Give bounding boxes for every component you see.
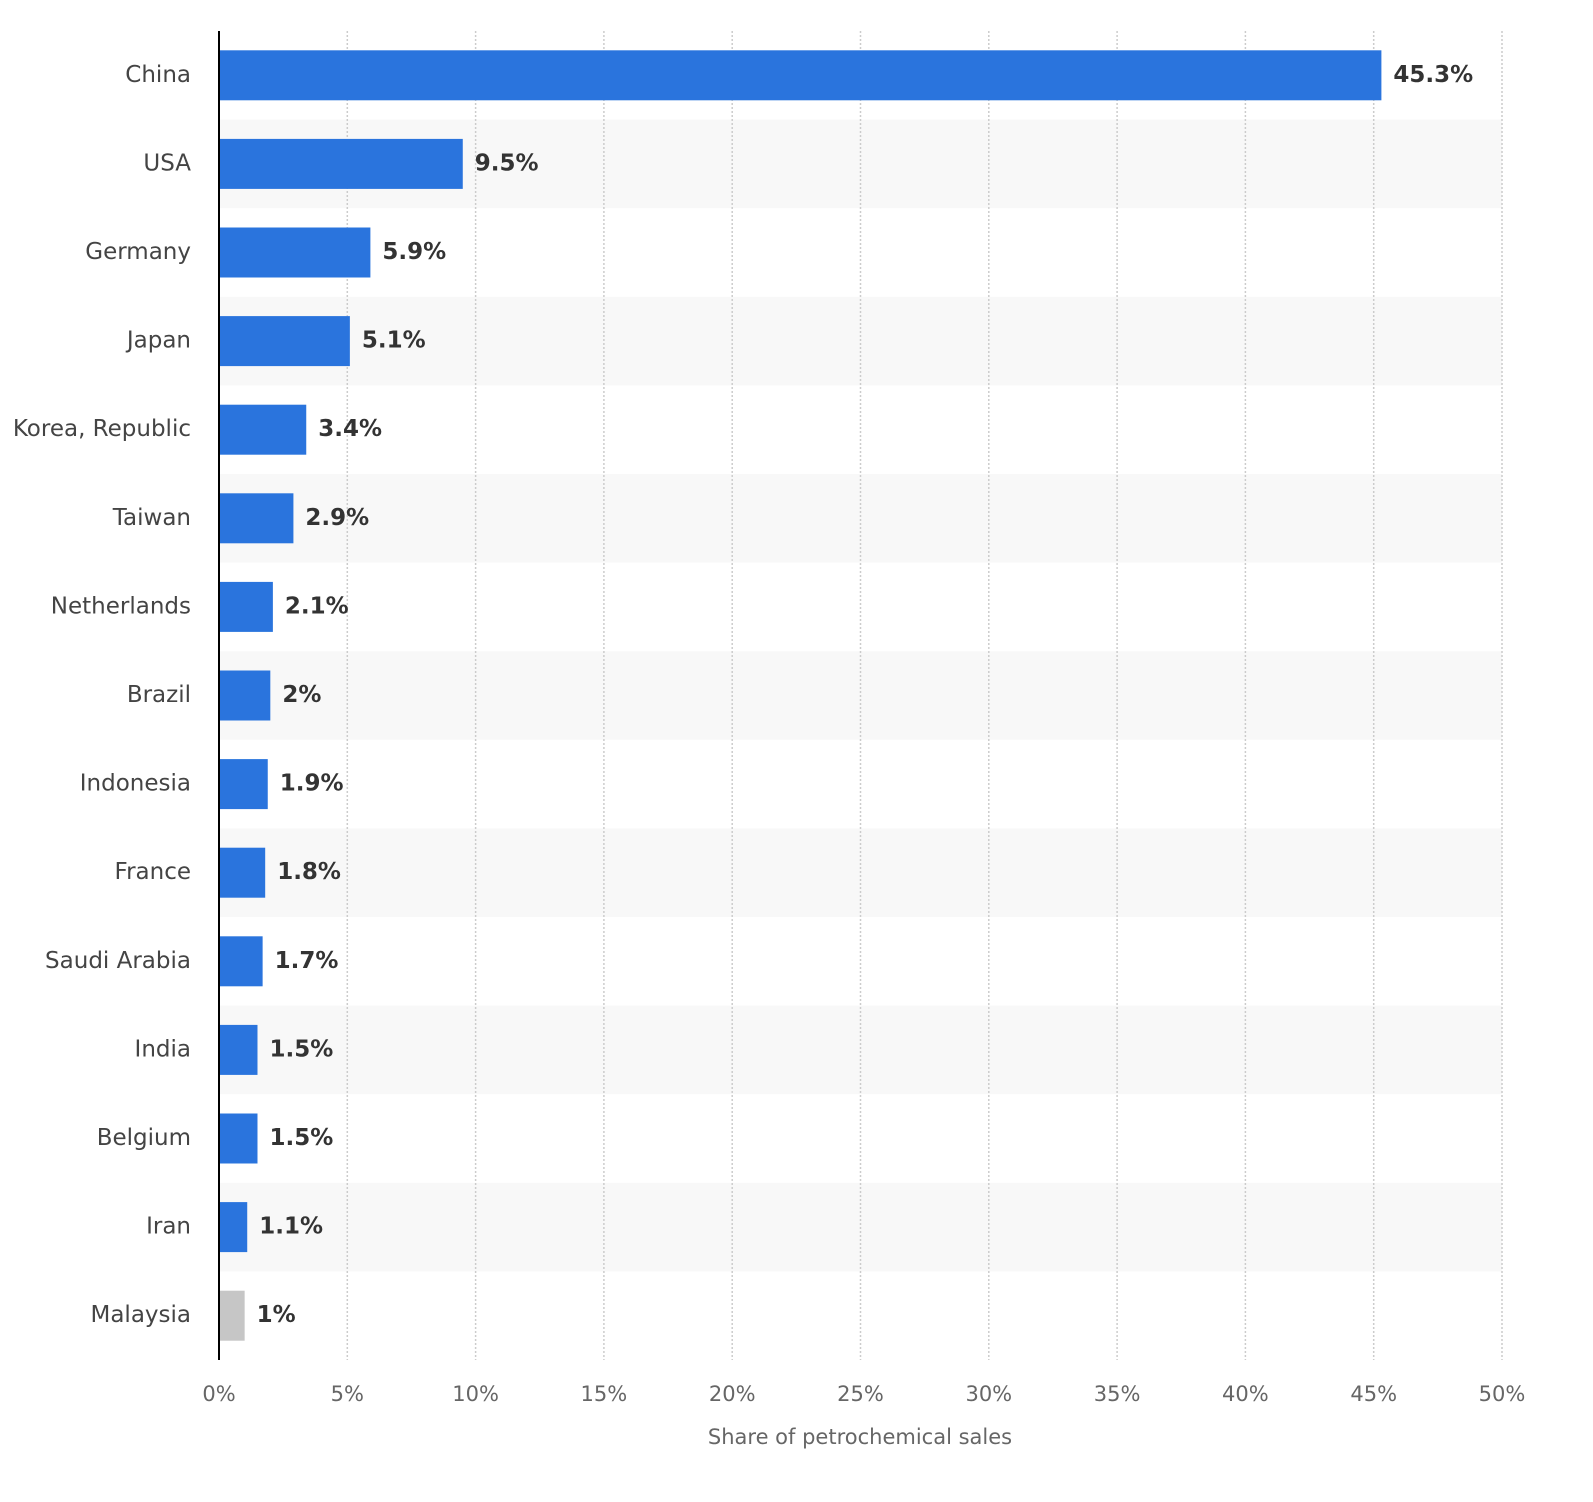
value-label: 1.5% — [269, 1125, 333, 1151]
x-tick-label: 5% — [331, 1382, 364, 1406]
y-tick-label: France — [115, 859, 191, 885]
bar — [219, 138, 463, 189]
bar — [219, 670, 271, 721]
x-tick-label: 30% — [965, 1382, 1012, 1406]
x-tick-label: 0% — [202, 1382, 235, 1406]
bar — [219, 581, 273, 632]
x-axis-title: Share of petrochemical sales — [708, 1425, 1012, 1449]
x-tick-label: 35% — [1094, 1382, 1141, 1406]
value-label: 1% — [257, 1302, 296, 1328]
y-tick-label: USA — [143, 150, 191, 176]
bar — [219, 1113, 258, 1164]
x-tick-label: 40% — [1222, 1382, 1269, 1406]
bar — [219, 227, 371, 278]
bar — [219, 1202, 248, 1253]
value-label: 5.9% — [382, 239, 446, 265]
y-tick-label: Brazil — [127, 682, 191, 708]
value-label: 1.5% — [269, 1036, 333, 1062]
bar — [219, 404, 307, 455]
y-tick-label: India — [135, 1036, 191, 1062]
value-label: 1.9% — [280, 771, 344, 797]
value-label: 2.9% — [305, 505, 369, 531]
value-label: 3.4% — [318, 416, 382, 442]
y-tick-label: Germany — [85, 239, 191, 265]
y-tick-label: Iran — [146, 1214, 191, 1240]
y-tick-label: Indonesia — [80, 771, 191, 797]
value-label: 2% — [282, 682, 321, 708]
bar — [219, 759, 268, 810]
y-tick-label: Taiwan — [112, 505, 191, 531]
bars — [219, 50, 1382, 1341]
bar — [219, 847, 266, 898]
value-label: 1.1% — [259, 1214, 323, 1240]
x-tick-label: 20% — [709, 1382, 756, 1406]
y-tick-label: Saudi Arabia — [45, 948, 191, 974]
x-tick-label: 15% — [581, 1382, 628, 1406]
y-tick-label: China — [125, 62, 191, 88]
value-label: 5.1% — [362, 328, 426, 354]
x-tick-label: 10% — [452, 1382, 499, 1406]
value-label: 1.7% — [275, 948, 339, 974]
value-label: 45.3% — [1393, 62, 1473, 88]
bar — [219, 493, 294, 544]
x-tick-label: 25% — [837, 1382, 884, 1406]
value-label: 2.1% — [285, 593, 349, 619]
bar — [219, 50, 1382, 101]
y-tick-label: Japan — [125, 328, 191, 354]
y-tick-label: Korea, Republic — [13, 416, 191, 442]
y-tick-label: Netherlands — [51, 593, 191, 619]
y-tick-label: Malaysia — [90, 1302, 191, 1328]
y-tick-label: Belgium — [97, 1125, 191, 1151]
value-label: 9.5% — [475, 150, 539, 176]
bar — [219, 1290, 245, 1341]
bar — [219, 316, 350, 367]
x-tick-label: 45% — [1350, 1382, 1397, 1406]
x-tick-label: 50% — [1479, 1382, 1526, 1406]
value-label: 1.8% — [277, 859, 341, 885]
bar — [219, 1024, 258, 1075]
bar — [219, 936, 263, 987]
